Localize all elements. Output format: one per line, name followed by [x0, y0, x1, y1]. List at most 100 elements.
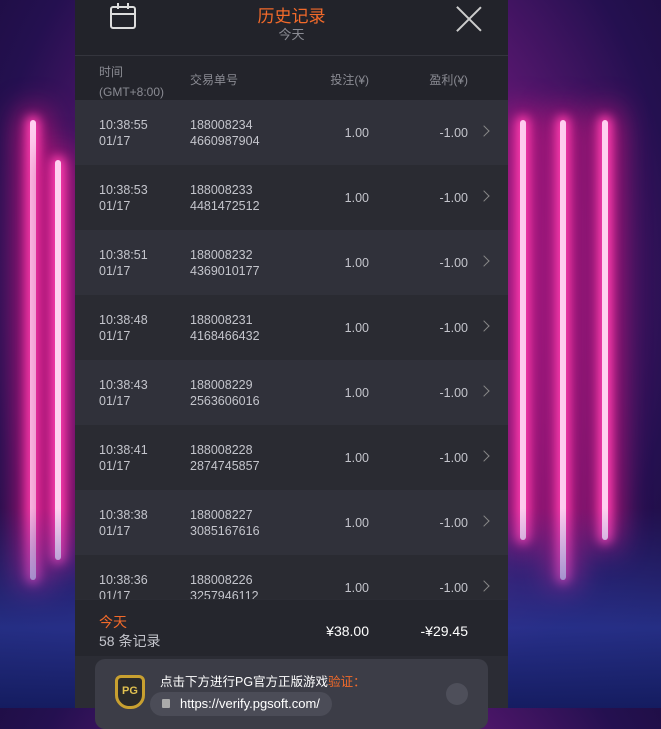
row-txn-id1: 188008232	[190, 248, 253, 262]
neon-light	[560, 120, 566, 580]
row-time: 10:38:53 01/17	[99, 182, 148, 214]
row-bet: 1.00	[344, 256, 369, 270]
row-bet: 1.00	[344, 451, 369, 465]
expand-chevron-icon[interactable]	[446, 683, 468, 705]
summary-period: 今天	[99, 614, 127, 630]
row-date: 01/17	[99, 524, 131, 538]
row-txn-id2: 2563606016	[190, 394, 260, 408]
row-time-value: 10:38:53	[99, 183, 148, 197]
row-date: 01/17	[99, 394, 131, 408]
verify-highlight: 验证：	[328, 675, 366, 689]
record-count: 58 条记录	[99, 633, 161, 649]
row-txn-id1: 188008234	[190, 118, 253, 132]
neon-light	[55, 160, 61, 560]
total-profit: -¥29.45	[420, 623, 468, 639]
row-time: 10:38:43 01/17	[99, 377, 148, 409]
history-panel: 历史记录 今天 时间 (GMT+8:00) 交易单号 投注(¥) 盈利(¥) 10…	[75, 0, 508, 708]
col-time: 时间 (GMT+8:00)	[99, 62, 164, 102]
row-txn-id2: 4660987904	[190, 134, 260, 148]
total-bet: ¥38.00	[326, 623, 369, 639]
row-txn-id2: 3085167616	[190, 524, 260, 538]
row-date: 01/17	[99, 199, 131, 213]
row-bet: 1.00	[344, 386, 369, 400]
row-txn-id2: 3257946112	[190, 589, 259, 599]
chevron-right-icon[interactable]	[478, 125, 490, 137]
chevron-right-icon[interactable]	[478, 190, 490, 202]
table-row[interactable]: 10:38:55 01/17 188008234 4660987904 1.00 -…	[75, 100, 508, 165]
record-list[interactable]: 10:38:55 01/17 188008234 4660987904 1.00 -…	[75, 100, 508, 599]
neon-light	[602, 120, 608, 540]
row-time-value: 10:38:43	[99, 378, 148, 392]
row-profit: -1.00	[439, 256, 469, 270]
column-headers: 时间 (GMT+8:00) 交易单号 投注(¥) 盈利(¥)	[75, 56, 508, 100]
row-txn: 188008232 4369010177	[190, 247, 260, 279]
row-bet: 1.00	[344, 321, 369, 335]
row-profit: -1.00	[439, 321, 469, 335]
col-bet: 投注(¥)	[330, 73, 369, 87]
row-time: 10:38:55 01/17	[99, 117, 148, 149]
row-date: 01/17	[99, 264, 131, 278]
neon-light	[520, 120, 526, 540]
row-time: 10:38:36 01/17	[99, 572, 148, 599]
neon-light	[30, 120, 36, 580]
row-date: 01/17	[99, 134, 131, 148]
row-txn: 188008234 4660987904	[190, 117, 260, 149]
row-profit: -1.00	[439, 191, 469, 205]
lock-icon	[162, 699, 170, 708]
verify-text: 点击下方进行PG官方正版游戏验证：	[160, 671, 366, 690]
row-txn-id1: 188008231	[190, 313, 253, 327]
row-txn-id1: 188008227	[190, 508, 253, 522]
table-row[interactable]: 10:38:53 01/17 188008233 4481472512 1.00 -…	[75, 165, 508, 230]
row-txn-id1: 188008226	[190, 573, 253, 587]
chevron-right-icon[interactable]	[478, 385, 490, 397]
calendar-icon[interactable]	[110, 3, 136, 29]
row-time-value: 10:38:51	[99, 248, 148, 262]
row-time: 10:38:41 01/17	[99, 442, 148, 474]
row-time: 10:38:51 01/17	[99, 247, 148, 279]
row-time: 10:38:48 01/17	[99, 312, 148, 344]
chevron-right-icon[interactable]	[478, 580, 490, 592]
col-profit: 盈利(¥)	[429, 73, 468, 87]
col-timezone-label: (GMT+8:00)	[99, 85, 165, 99]
row-time-value: 10:38:55	[99, 118, 148, 132]
table-row[interactable]: 10:38:43 01/17 188008229 2563606016 1.00 -…	[75, 360, 508, 425]
row-txn-id2: 4481472512	[190, 199, 260, 213]
table-row[interactable]: 10:38:51 01/17 188008232 4369010177 1.00 -…	[75, 230, 508, 295]
verify-url: https://verify.pgsoft.com/	[180, 696, 320, 711]
row-txn: 188008228 2874745857	[190, 442, 260, 474]
row-bet: 1.00	[344, 126, 369, 140]
row-time-value: 10:38:38	[99, 508, 148, 522]
page-title: 历史记录	[257, 7, 326, 26]
col-txn: 交易单号	[190, 73, 239, 87]
row-txn: 188008229 2563606016	[190, 377, 260, 409]
row-bet: 1.00	[344, 516, 369, 530]
verify-url-link[interactable]: https://verify.pgsoft.com/	[150, 692, 332, 716]
chevron-right-icon[interactable]	[478, 320, 490, 332]
date-filter-label: 今天	[278, 27, 305, 42]
chevron-right-icon[interactable]	[478, 450, 490, 462]
table-row[interactable]: 10:38:48 01/17 188008231 4168466432 1.00 -…	[75, 295, 508, 360]
row-time-value: 10:38:48	[99, 313, 148, 327]
table-row[interactable]: 10:38:41 01/17 188008228 2874745857 1.00 -…	[75, 425, 508, 490]
table-row[interactable]: 10:38:38 01/17 188008227 3085167616 1.00 -…	[75, 490, 508, 555]
row-txn: 188008226 3257946112	[190, 572, 259, 599]
pg-logo: PG	[115, 675, 145, 709]
row-bet: 1.00	[344, 191, 369, 205]
chevron-right-icon[interactable]	[478, 515, 490, 527]
row-time: 10:38:38 01/17	[99, 507, 148, 539]
header: 历史记录 今天	[75, 0, 508, 56]
row-txn: 188008227 3085167616	[190, 507, 260, 539]
table-row[interactable]: 10:38:36 01/17 188008226 3257946112 1.00 -…	[75, 555, 508, 599]
row-profit: -1.00	[439, 126, 469, 140]
row-txn: 188008231 4168466432	[190, 312, 260, 344]
row-date: 01/17	[99, 459, 131, 473]
row-time-value: 10:38:36	[99, 573, 148, 587]
chevron-right-icon[interactable]	[478, 255, 490, 267]
row-time-value: 10:38:41	[99, 443, 148, 457]
row-txn-id1: 188008233	[190, 183, 253, 197]
row-bet: 1.00	[344, 581, 369, 595]
verify-text-main: 点击下方进行PG官方正版游戏	[160, 675, 329, 689]
row-txn: 188008233 4481472512	[190, 182, 260, 214]
row-txn-id1: 188008229	[190, 378, 253, 392]
close-icon[interactable]	[456, 6, 482, 32]
